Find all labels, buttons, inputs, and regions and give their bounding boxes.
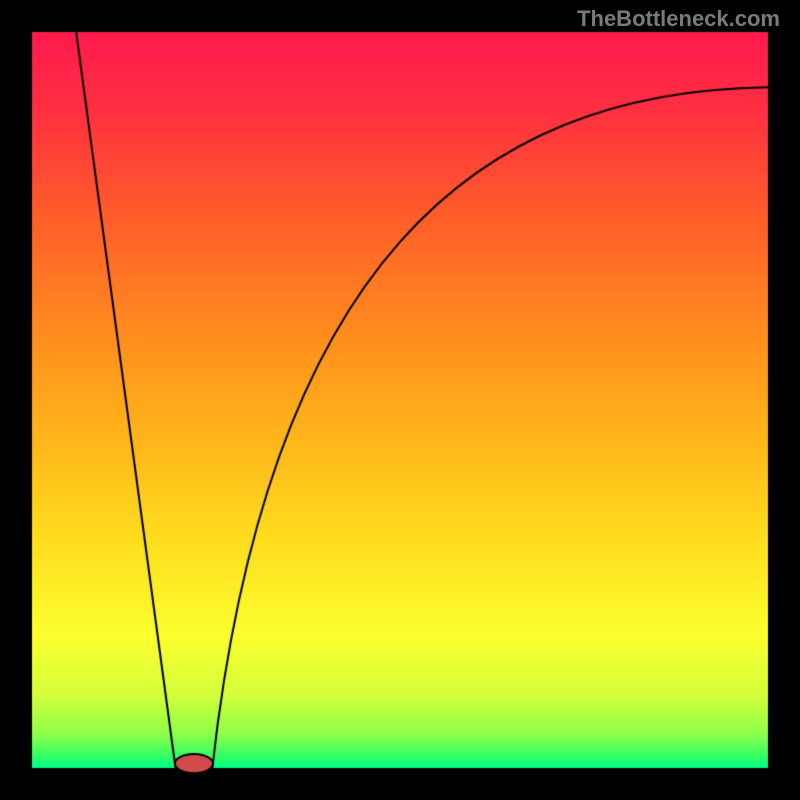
- chart-container: TheBottleneck.com: [0, 0, 800, 800]
- bottleneck-curve-chart: [0, 0, 800, 800]
